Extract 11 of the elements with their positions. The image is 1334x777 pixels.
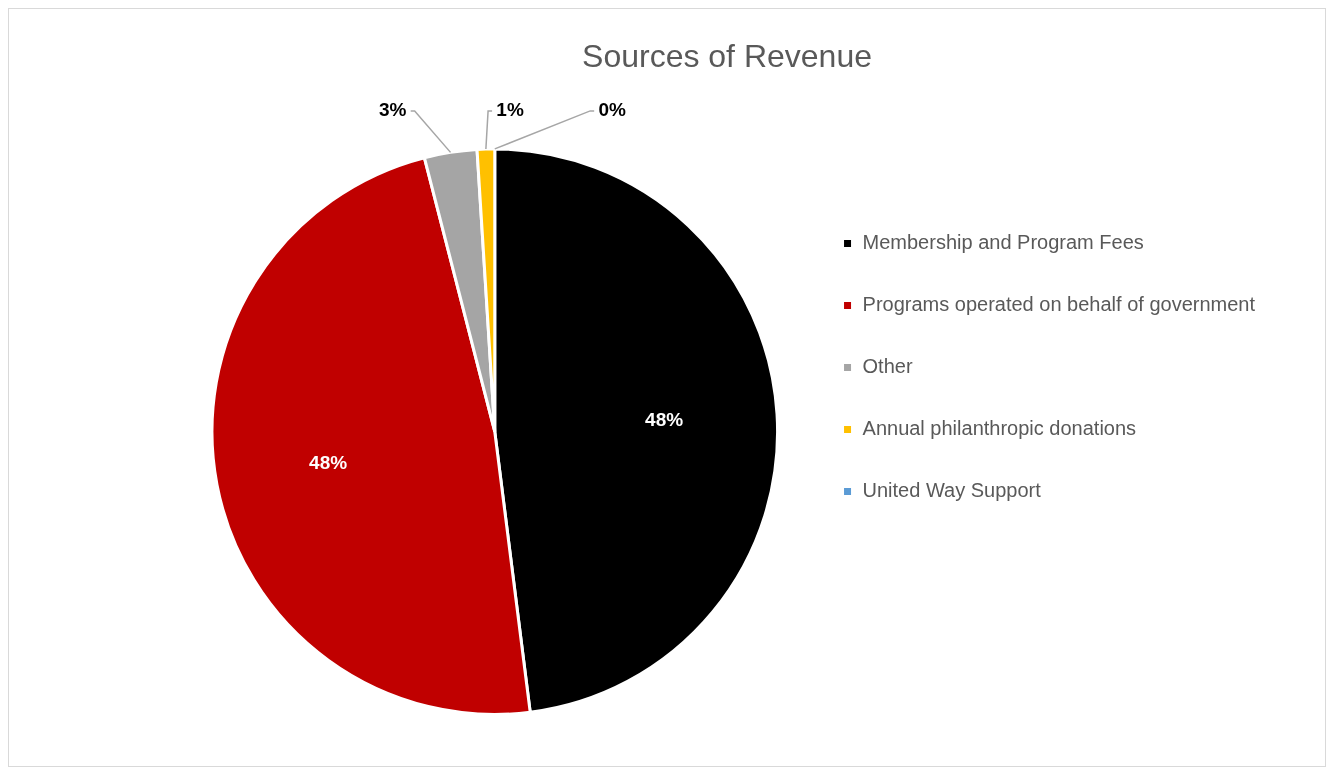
- chart-title: Sources of Revenue: [582, 38, 872, 75]
- data-label: 1%: [496, 99, 524, 121]
- legend-label: Other: [862, 355, 913, 378]
- data-label: 48%: [645, 409, 684, 431]
- legend-label: Membership and Program Fees: [862, 231, 1144, 254]
- text: 0%: [598, 99, 626, 121]
- data-label: 3%: [378, 99, 407, 121]
- data-label: 48%: [309, 451, 348, 473]
- legend-label: Programs operated on behalf of government: [862, 293, 1256, 316]
- legend-label: United Way Support: [862, 479, 1042, 502]
- legend-label: Annual philanthropic donations: [862, 417, 1137, 440]
